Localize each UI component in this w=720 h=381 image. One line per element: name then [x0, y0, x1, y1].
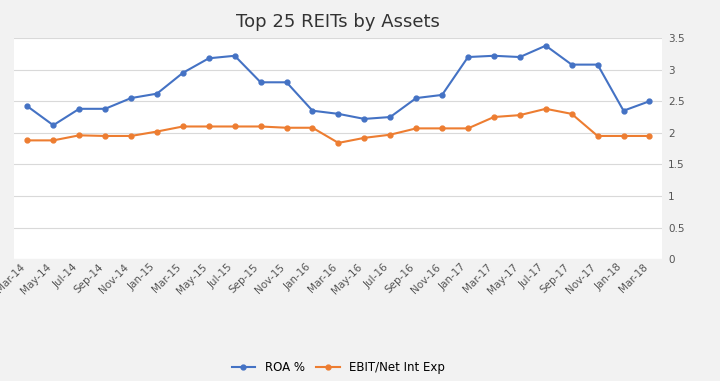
EBIT/Net Int Exp [49, 138, 58, 142]
ROA % [101, 107, 109, 111]
ROA % [619, 109, 628, 113]
EBIT/Net Int Exp [541, 107, 550, 111]
ROA % [360, 117, 369, 121]
EBIT/Net Int Exp [567, 112, 576, 116]
EBIT/Net Int Exp [179, 124, 187, 129]
EBIT/Net Int Exp [464, 126, 472, 131]
EBIT/Net Int Exp [101, 134, 109, 138]
EBIT/Net Int Exp [360, 136, 369, 140]
EBIT/Net Int Exp [308, 125, 317, 130]
ROA % [127, 96, 135, 100]
EBIT/Net Int Exp [334, 141, 343, 145]
ROA % [23, 104, 32, 109]
ROA % [567, 62, 576, 67]
EBIT/Net Int Exp [593, 134, 602, 138]
ROA % [541, 43, 550, 48]
ROA % [153, 91, 161, 96]
EBIT/Net Int Exp [438, 126, 446, 131]
Line: ROA %: ROA % [25, 43, 652, 128]
ROA % [412, 96, 420, 100]
EBIT/Net Int Exp [256, 124, 265, 129]
ROA % [490, 53, 498, 58]
EBIT/Net Int Exp [490, 115, 498, 119]
EBIT/Net Int Exp [386, 133, 395, 137]
ROA % [179, 70, 187, 75]
EBIT/Net Int Exp [127, 134, 135, 138]
Legend: ROA %, EBIT/Net Int Exp: ROA %, EBIT/Net Int Exp [228, 358, 449, 378]
ROA % [75, 107, 84, 111]
ROA % [464, 55, 472, 59]
EBIT/Net Int Exp [153, 129, 161, 134]
ROA % [593, 62, 602, 67]
ROA % [204, 56, 213, 61]
ROA % [386, 115, 395, 119]
EBIT/Net Int Exp [230, 124, 239, 129]
EBIT/Net Int Exp [412, 126, 420, 131]
ROA % [516, 55, 524, 59]
EBIT/Net Int Exp [619, 134, 628, 138]
EBIT/Net Int Exp [516, 113, 524, 117]
ROA % [230, 53, 239, 58]
EBIT/Net Int Exp [75, 133, 84, 138]
ROA % [256, 80, 265, 85]
Line: EBIT/Net Int Exp: EBIT/Net Int Exp [25, 106, 652, 145]
ROA % [49, 123, 58, 128]
Title: Top 25 REITs by Assets: Top 25 REITs by Assets [236, 13, 441, 31]
EBIT/Net Int Exp [282, 125, 291, 130]
ROA % [282, 80, 291, 85]
ROA % [308, 109, 317, 113]
ROA % [438, 93, 446, 97]
EBIT/Net Int Exp [204, 124, 213, 129]
EBIT/Net Int Exp [23, 138, 32, 142]
EBIT/Net Int Exp [645, 134, 654, 138]
ROA % [645, 99, 654, 104]
ROA % [334, 112, 343, 116]
